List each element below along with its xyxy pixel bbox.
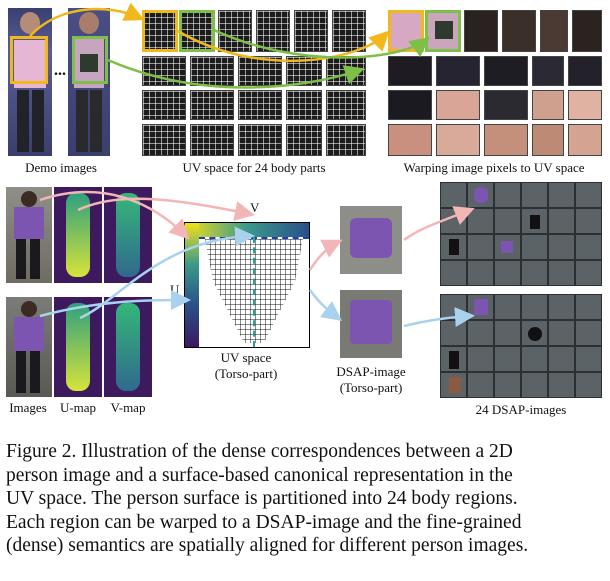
label-dsap-image: DSAP-image (336, 364, 406, 379)
label-v-map: V-map (110, 400, 146, 415)
label-warping: Warping image pixels to UV space (403, 160, 585, 175)
flow-arrows (29, 2, 475, 328)
label-uv-space-24: UV space for 24 body parts (182, 160, 326, 175)
label-uv-space: UV space (220, 350, 272, 365)
caption-line-4: Each region can be warped to a DSAP-imag… (6, 511, 522, 533)
label-torso-part: (Torso-part) (214, 366, 278, 381)
u-map-2 (54, 297, 102, 397)
arrow-green-top (107, 58, 365, 89)
dsap-torso-image-1 (340, 206, 402, 274)
demo-image-1-highlight (10, 36, 48, 84)
v-map-2 (104, 297, 152, 397)
label-images: Images (9, 400, 47, 415)
v-map-1 (104, 187, 152, 283)
axis-u-label: U (170, 282, 180, 297)
demo-image-2-highlight (72, 36, 108, 84)
caption-line-5: (dense) semantics are spatially aligned … (6, 535, 529, 556)
label-demo-images: Demo images (25, 160, 97, 175)
caption-line-3: UV space. The person surface is partitio… (6, 488, 518, 509)
ellipsis: ... (54, 62, 66, 79)
dsap-torso-image-2 (340, 290, 402, 358)
figure-caption: Figure 2. Illustration of the dense corr… (6, 440, 604, 558)
warped-torso-highlight-2 (425, 10, 461, 52)
label-u-map: U-map (59, 400, 97, 415)
caption-line-1: Figure 2. Illustration of the dense corr… (6, 441, 513, 462)
caption-line-2: person image and a surface-based canonic… (6, 464, 513, 486)
label-dsap-24: 24 DSAP-images (475, 402, 567, 417)
arrow-green-warp (213, 28, 430, 59)
label-dsap-torso: (Torso-part) (339, 380, 403, 395)
uv-part-torso-highlight-2 (179, 10, 215, 52)
person-image-1 (6, 187, 52, 283)
arrow-yellow-warp (175, 28, 390, 63)
dsap-grid-1 (440, 182, 602, 286)
arrow-yellow-top (29, 2, 145, 37)
